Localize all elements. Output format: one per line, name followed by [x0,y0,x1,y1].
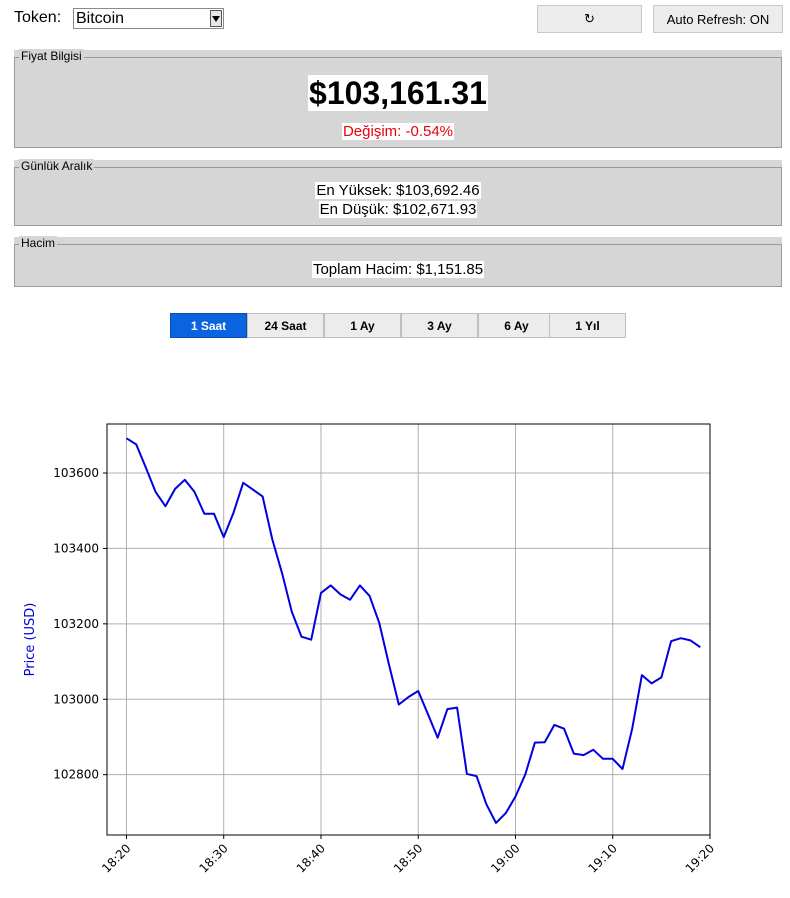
chevron-down-icon[interactable] [210,10,222,27]
y-tick-label: 103400 [53,541,99,555]
x-tick-label: 18:30 [196,841,230,875]
y-tick-label: 103600 [53,466,99,480]
daily-range-legend: Günlük Aralık [19,159,95,173]
volume-panel: Hacim Toplam Hacim: $1,151.85 [14,236,782,287]
x-tick-label: 18:50 [391,841,425,875]
y-tick-label: 103000 [53,692,99,706]
x-tick-label: 19:20 [683,841,717,875]
x-tick-label: 19:10 [586,841,620,875]
y-tick-label: 103200 [53,617,99,631]
refresh-icon: ↻ [584,11,595,26]
auto-refresh-button[interactable]: Auto Refresh: ON [653,5,783,33]
timeframe-6m-button[interactable]: 6 Ay [478,313,555,338]
refresh-button[interactable]: ↻ [537,5,642,33]
price-change: Değişim: -0.54% [341,123,455,140]
price-chart: 102800 103000 103200 103400 103600 18:20 18:30… [23,423,717,876]
timeframe-1y-button[interactable]: 1 Yıl [549,313,626,338]
price-panel-legend: Fiyat Bilgisi [19,49,84,63]
token-select[interactable]: Bitcoin [73,8,224,29]
price-panel: Fiyat Bilgisi $103,161.31 Değişim: -0.54… [14,49,782,148]
token-select-value: Bitcoin [76,10,125,27]
x-tick-label: 19:00 [488,841,522,875]
x-tick-label: 18:20 [99,841,133,875]
x-tick-label: 18:40 [294,841,328,875]
daily-range-panel: Günlük Aralık En Yüksek: $103,692.46 En … [14,159,782,226]
token-label: Token: [14,9,62,26]
y-tick-label: 102800 [53,768,99,782]
plot-frame [106,423,711,836]
timeframe-1m-button[interactable]: 1 Ay [324,313,401,338]
timeframe-3m-button[interactable]: 3 Ay [401,313,478,338]
daily-high: En Yüksek: $103,692.46 [315,182,481,199]
volume-legend: Hacim [19,236,58,250]
price-series-line [125,437,701,824]
timeframe-1h-button[interactable]: 1 Saat [170,313,247,338]
total-volume: Toplam Hacim: $1,151.85 [311,261,485,278]
daily-low: En Düşük: $102,671.93 [318,201,478,218]
current-price: $103,161.31 [308,75,488,111]
y-axis-label: Price (USD) [23,603,38,677]
timeframe-24h-button[interactable]: 24 Saat [247,313,324,338]
